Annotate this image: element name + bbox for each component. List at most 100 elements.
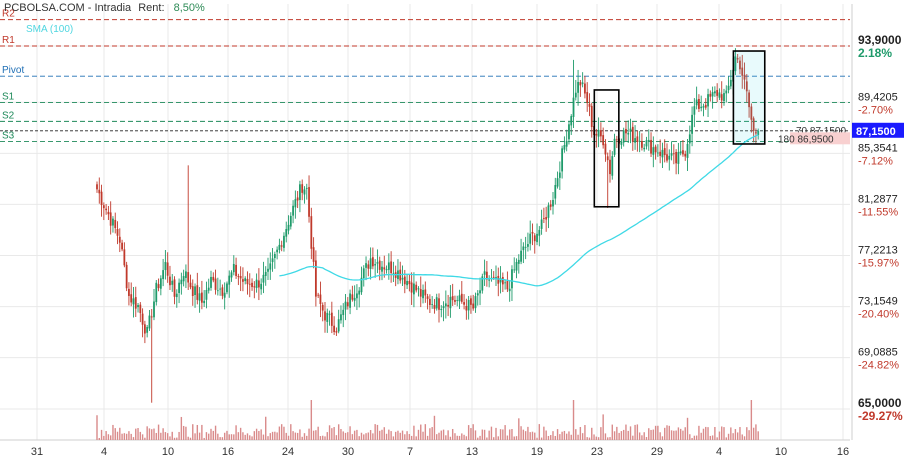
candle-body	[611, 156, 614, 176]
candle-body	[212, 276, 215, 281]
volume-bar	[550, 435, 552, 440]
level-label-pivot: Pivot	[2, 65, 24, 76]
candle-body	[426, 296, 429, 299]
candle-body	[654, 146, 657, 153]
volume-bar	[721, 426, 723, 440]
volume-bar	[322, 435, 324, 440]
last-price-badge	[852, 122, 904, 138]
volume-bar	[210, 428, 212, 440]
volume-bar	[470, 428, 472, 440]
candle-body	[431, 304, 434, 305]
volume-bar	[105, 431, 107, 440]
candle-body	[574, 92, 577, 98]
volume-bar	[176, 437, 178, 440]
volume-bar	[235, 425, 237, 440]
volume-bar	[479, 435, 481, 440]
candle-body	[198, 293, 201, 301]
volume-bar	[328, 425, 331, 440]
candle-body	[704, 104, 707, 108]
y-tick-price: 85,3541	[858, 142, 898, 154]
volume-bar	[404, 434, 406, 440]
volume-bar	[707, 427, 709, 440]
order-qty-bid: 180 86,9500	[778, 134, 834, 145]
candle-body	[148, 315, 151, 329]
date-axis: 31 4 10 16 24 30 7 13 19 23 29 4 10 16	[31, 446, 849, 458]
candle-body	[228, 275, 231, 285]
candle-body	[527, 244, 529, 247]
volume-bar	[306, 435, 308, 440]
candle-body	[216, 290, 219, 292]
x-tick-label: 29	[651, 446, 663, 458]
candle-body	[143, 324, 146, 334]
volume-bar	[226, 430, 228, 440]
volume-bar	[515, 436, 518, 440]
volume-bar	[467, 425, 470, 440]
volume-bar	[280, 424, 283, 440]
volume-bar	[196, 424, 199, 440]
volume-bar	[657, 425, 659, 440]
volume-bar	[477, 437, 479, 440]
volume-bar	[349, 426, 351, 440]
candle-body	[351, 294, 354, 300]
candle-body	[522, 246, 525, 251]
candle-body	[700, 106, 703, 109]
volume-bar	[613, 431, 616, 440]
candle-body	[442, 306, 445, 309]
volume-bar	[584, 425, 586, 440]
candle-body	[755, 132, 757, 134]
volume-bar	[244, 434, 246, 440]
volume-bar	[335, 435, 338, 440]
candle-body	[303, 189, 306, 195]
volume-bar	[506, 435, 509, 440]
volume-bar	[100, 429, 103, 440]
candle-body	[385, 269, 388, 271]
candle-body	[513, 269, 516, 271]
candle-body	[609, 159, 611, 175]
order-qty-ask: 70 87,1500	[796, 126, 846, 137]
candle-body	[729, 79, 732, 87]
volume-bar	[182, 425, 185, 440]
volume-bar	[508, 429, 511, 440]
candle-body	[666, 154, 668, 161]
volume-bar	[600, 427, 602, 440]
volume-bar	[677, 427, 680, 440]
candle-body	[636, 136, 639, 142]
volume-bar	[449, 436, 452, 440]
x-tick-label: 31	[31, 446, 43, 458]
volume-bar	[212, 430, 214, 440]
candle-body	[588, 103, 591, 107]
candle-body	[130, 294, 133, 303]
volume-bar	[394, 431, 397, 440]
volume-bar	[586, 437, 588, 440]
candle-body	[340, 314, 342, 321]
volume-bar	[358, 436, 360, 440]
candle-body	[447, 304, 450, 307]
candle-body	[438, 298, 440, 310]
candle-body	[221, 287, 224, 296]
volume-bar	[461, 433, 463, 440]
candle-body	[100, 191, 103, 206]
candle-body	[137, 305, 139, 308]
candle-body	[153, 301, 155, 318]
candle-body	[581, 82, 584, 84]
volume-bar	[454, 433, 456, 440]
candle-body	[723, 93, 725, 102]
candle-body	[456, 300, 459, 301]
candle-body	[287, 224, 290, 231]
candle-body	[390, 261, 393, 274]
candle-body	[517, 259, 520, 264]
candle-body	[750, 106, 753, 120]
candle-body	[294, 199, 297, 208]
volume-bar	[620, 431, 623, 440]
candle-body	[219, 288, 222, 290]
candle-body	[538, 229, 541, 236]
candle-body	[223, 292, 226, 298]
volume-bar	[570, 434, 572, 440]
volume-bar	[392, 436, 395, 440]
volume-bar	[752, 427, 755, 440]
volume-bar	[287, 435, 290, 440]
candle-body	[631, 126, 634, 142]
candle-body	[495, 277, 497, 279]
